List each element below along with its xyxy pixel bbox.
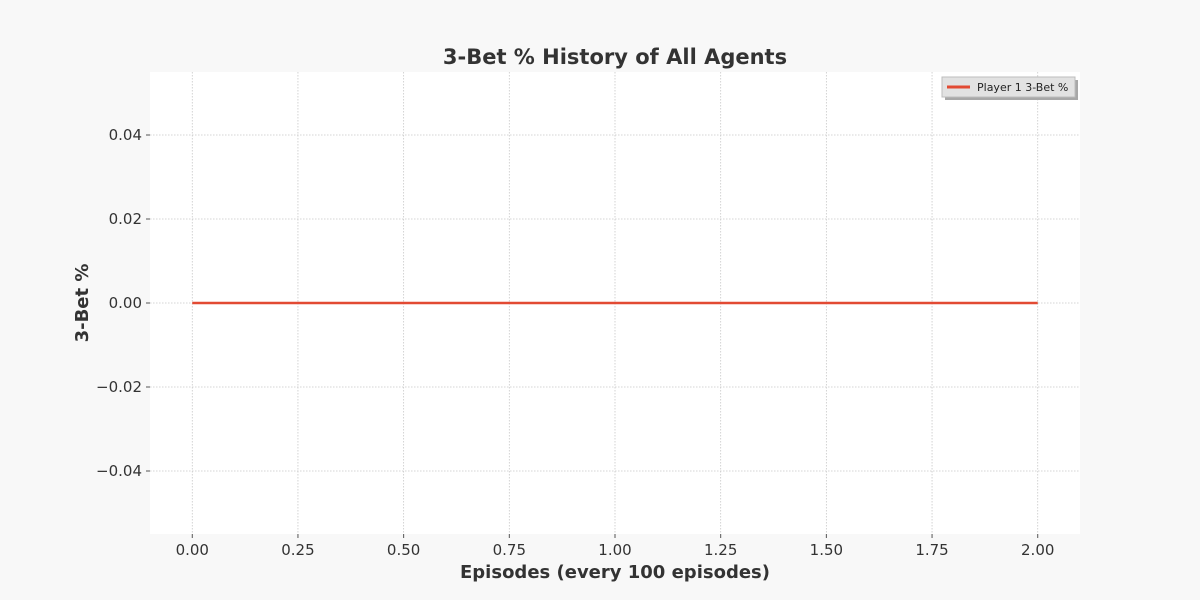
x-axis-title: Episodes (every 100 episodes) xyxy=(460,562,770,583)
x-tick-label: 1.50 xyxy=(810,541,843,559)
y-tick-label: −0.04 xyxy=(96,462,142,480)
y-tick-label: 0.04 xyxy=(109,126,142,144)
chart-title: 3-Bet % History of All Agents xyxy=(443,45,787,69)
y-tick-label: 0.02 xyxy=(109,210,142,228)
x-tick-label: 1.75 xyxy=(915,541,948,559)
x-tick-label: 1.00 xyxy=(598,541,631,559)
x-tick-label: 0.00 xyxy=(176,541,209,559)
legend: Player 1 3-Bet % xyxy=(941,76,1078,100)
legend-label: Player 1 3-Bet % xyxy=(977,81,1068,94)
x-tick-label: 0.75 xyxy=(493,541,526,559)
legend-box xyxy=(941,76,1076,98)
y-axis-ticks: 0.04 0.02 0.00 −0.02 −0.04 xyxy=(96,126,150,480)
x-tick-label: 1.25 xyxy=(704,541,737,559)
y-tick-label: −0.02 xyxy=(96,378,142,396)
y-tick-label: 0.00 xyxy=(109,294,142,312)
y-axis-title: 3-Bet % xyxy=(72,264,93,343)
x-tick-label: 2.00 xyxy=(1021,541,1054,559)
x-axis-ticks: 0.00 0.25 0.50 0.75 1.00 1.25 1.50 1.75 2.00 xyxy=(176,534,1054,559)
x-tick-label: 0.25 xyxy=(281,541,314,559)
x-tick-label: 0.50 xyxy=(387,541,420,559)
